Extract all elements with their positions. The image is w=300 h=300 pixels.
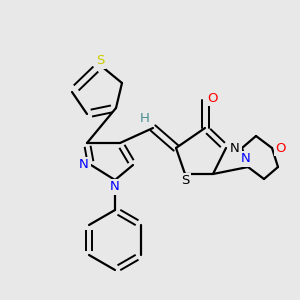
Text: N: N <box>79 158 89 172</box>
Text: N: N <box>230 142 240 154</box>
Text: N: N <box>110 181 120 194</box>
Text: H: H <box>140 112 150 124</box>
Text: O: O <box>208 92 218 104</box>
Text: S: S <box>181 175 189 188</box>
Text: N: N <box>241 152 251 166</box>
Text: O: O <box>276 142 286 154</box>
Text: S: S <box>96 55 104 68</box>
